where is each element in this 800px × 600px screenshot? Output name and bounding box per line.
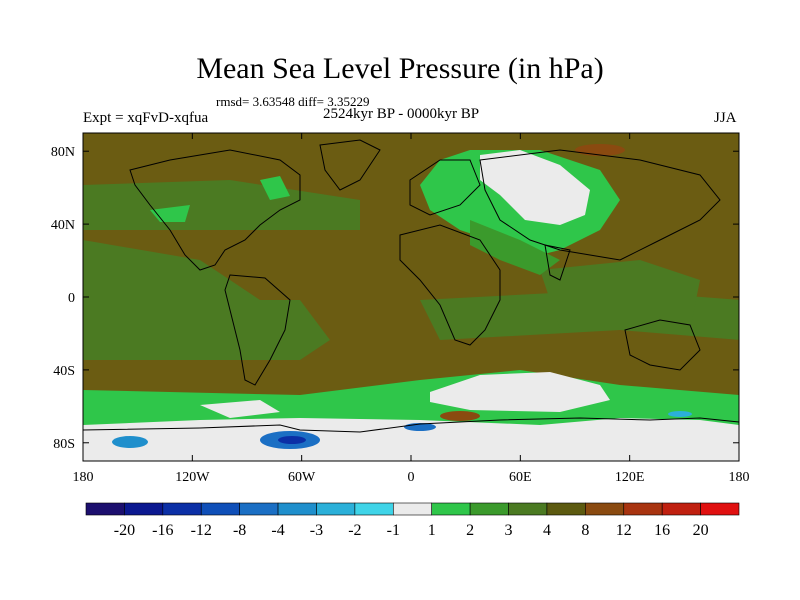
field-green-west-asia xyxy=(470,220,560,275)
field-positive-mid-pacific xyxy=(83,240,260,300)
x-tick-label: 120W xyxy=(175,470,210,485)
colorbar-swatch xyxy=(546,502,586,516)
colorbar-swatch xyxy=(124,502,164,516)
coast-europe xyxy=(409,159,481,216)
field-green-greenland xyxy=(260,176,290,200)
field-negative-west-antarctica xyxy=(112,436,148,448)
x-tick-label: 60W xyxy=(288,470,316,485)
y-tick-label: 40S xyxy=(53,364,75,379)
experiment-label: Expt = xqFvD-xqfua xyxy=(83,110,209,126)
colorbar-label: 1 xyxy=(428,522,436,539)
colorbar-label: 8 xyxy=(581,522,589,539)
colorbar-swatch xyxy=(469,502,509,516)
colorbar-label: 2 xyxy=(466,522,474,539)
colorbar-swatch xyxy=(661,502,701,516)
statistics-label: rmsd= 3.63548 diff= 3.35229 xyxy=(216,94,370,109)
colorbar-label: -3 xyxy=(310,522,323,539)
coast-antarctica xyxy=(83,417,739,433)
colorbar-swatch xyxy=(277,502,317,516)
colorbar-swatch xyxy=(354,502,394,516)
field-positive-mid-south-pacific xyxy=(83,300,330,360)
colorbar-label: -20 xyxy=(114,522,135,539)
field-positive-mid-north xyxy=(83,180,360,230)
colorbar-label: -8 xyxy=(233,522,246,539)
field-near-zero-antarctica xyxy=(83,418,739,461)
colorbar-swatch xyxy=(200,502,240,516)
coast-africa xyxy=(399,224,501,346)
y-tick-label: 80S xyxy=(53,437,75,452)
field-near-zero-south-pacific xyxy=(200,400,280,418)
colorbar-swatch xyxy=(316,502,356,516)
colorbar-swatch xyxy=(585,502,625,516)
colorbar-swatch xyxy=(85,502,125,516)
colorbar-label: 4 xyxy=(543,522,551,539)
y-axis: 80N 40N 0 40S 80S xyxy=(51,145,739,452)
colorbar-swatch xyxy=(623,502,663,516)
y-tick-label: 40N xyxy=(51,218,75,233)
colorbar-label: 16 xyxy=(654,522,670,539)
coast-north-america xyxy=(129,149,301,271)
colorbar-label: 3 xyxy=(505,522,513,539)
colorbar-swatch xyxy=(700,502,740,516)
colorbar-swatch xyxy=(239,502,279,516)
colorbar-label: -4 xyxy=(271,522,284,539)
colorbar-swatch xyxy=(431,502,471,516)
y-tick-label: 80N xyxy=(51,145,75,160)
colorbar-swatch xyxy=(392,502,433,516)
colorbar-swatch xyxy=(162,502,202,516)
coastlines xyxy=(83,139,739,433)
chart-title: Mean Sea Level Pressure (in hPa) xyxy=(196,52,604,85)
map-field xyxy=(83,133,739,461)
coast-india xyxy=(544,244,571,281)
coast-greenland xyxy=(319,139,381,191)
field-positive-mid-indian xyxy=(540,260,700,330)
field-near-zero-south-atlantic xyxy=(430,372,610,412)
x-tick-label: 120E xyxy=(615,470,645,485)
colorbar-label: 12 xyxy=(616,522,632,539)
colorbar: -20 -16 -12 -8 -4 -3 -2 -1 1 2 3 4 8 12 16 20 xyxy=(85,502,740,539)
period-label: 2524kyr BP - 0000kyr BP xyxy=(323,106,480,122)
x-tick-label: 0 xyxy=(408,470,415,485)
field-positive-strong-antarctic xyxy=(440,411,480,421)
y-tick-label: 0 xyxy=(68,291,75,306)
coast-asia xyxy=(479,149,721,261)
x-tick-label: 180 xyxy=(73,470,94,485)
colorbar-label: 20 xyxy=(693,522,709,539)
field-negative-east-antarctica xyxy=(668,411,692,417)
coast-australia xyxy=(624,319,701,371)
x-tick-label: 60E xyxy=(509,470,532,485)
colorbar-label: -1 xyxy=(387,522,400,539)
colorbar-label: -16 xyxy=(152,522,173,539)
x-axis: 180 120W 60W 0 60E 120E 180 xyxy=(73,133,750,485)
field-negative-ross-sea-core xyxy=(278,436,306,444)
field-near-zero-siberia xyxy=(480,150,590,225)
coast-south-america xyxy=(224,274,291,386)
colorbar-swatch xyxy=(508,502,548,516)
field-positive-strong-barents xyxy=(575,144,625,156)
colorbar-label: -2 xyxy=(348,522,361,539)
season-label: JJA xyxy=(714,110,737,126)
x-tick-label: 180 xyxy=(729,470,750,485)
colorbar-label: -12 xyxy=(191,522,212,539)
